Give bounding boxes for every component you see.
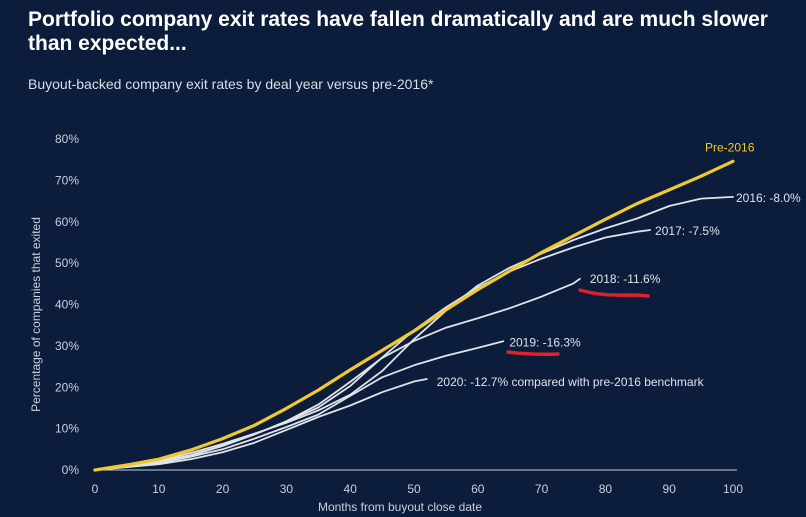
x-tick-label: 70 bbox=[535, 482, 549, 496]
y-tick-label: 60% bbox=[55, 215, 79, 229]
y-axis-label: Percentage of companies that exited bbox=[29, 217, 43, 412]
series-line-pre-2016 bbox=[93, 159, 735, 472]
x-axis-label: Months from buyout close date bbox=[318, 500, 482, 514]
x-tick-label: 100 bbox=[723, 482, 743, 496]
series-labels: Pre-2016 2016: -8.0% 2017: -7.5% 2018: -11.… bbox=[437, 140, 801, 389]
x-tick-label: 10 bbox=[152, 482, 166, 496]
x-tick-label: 50 bbox=[407, 482, 421, 496]
y-tick-label: 40% bbox=[55, 298, 79, 312]
highlight-2018 bbox=[578, 288, 650, 298]
chart-subtitle: Buyout-backed company exit rates by deal… bbox=[28, 76, 434, 92]
x-tick-label: 80 bbox=[599, 482, 613, 496]
series-line-2019 bbox=[94, 340, 505, 471]
x-tick-label: 30 bbox=[280, 482, 294, 496]
chart-axes: 0% 10% 20% 30% 40% 50% 60% 70% 80% 0 10 20 30 40 50 60 7… bbox=[29, 132, 743, 514]
highlight-2019 bbox=[506, 350, 560, 356]
x-tick-label: 0 bbox=[92, 482, 99, 496]
series-label-2016: 2016: -8.0% bbox=[736, 191, 801, 205]
red-underline-highlights bbox=[506, 288, 650, 356]
series-label-2020: 2020: -12.7% compared with pre-2016 benc… bbox=[437, 375, 705, 389]
x-tick-label: 20 bbox=[216, 482, 230, 496]
y-tick-label: 70% bbox=[55, 173, 79, 187]
chart-series bbox=[93, 159, 735, 472]
chart-title: Portfolio company exit rates have fallen… bbox=[28, 8, 768, 55]
y-tick-label: 50% bbox=[55, 256, 79, 270]
series-line-2018 bbox=[94, 277, 581, 471]
y-tick-label: 20% bbox=[55, 380, 79, 394]
series-line-2017 bbox=[94, 229, 651, 471]
x-tick-label: 90 bbox=[663, 482, 677, 496]
series-label-2019: 2019: -16.3% bbox=[509, 335, 581, 349]
series-label-2017: 2017: -7.5% bbox=[655, 224, 720, 238]
y-tick-label: 30% bbox=[55, 339, 79, 353]
series-line-2020 bbox=[94, 378, 428, 471]
y-tick-label: 10% bbox=[55, 422, 79, 436]
y-tick-label: 0% bbox=[62, 463, 80, 477]
x-tick-label: 40 bbox=[344, 482, 358, 496]
series-label-2018: 2018: -11.6% bbox=[590, 272, 661, 286]
y-tick-label: 80% bbox=[55, 132, 79, 146]
x-tick-label: 60 bbox=[471, 482, 485, 496]
series-label-pre-2016: Pre-2016 bbox=[705, 140, 755, 154]
series-line-2016 bbox=[94, 195, 734, 471]
